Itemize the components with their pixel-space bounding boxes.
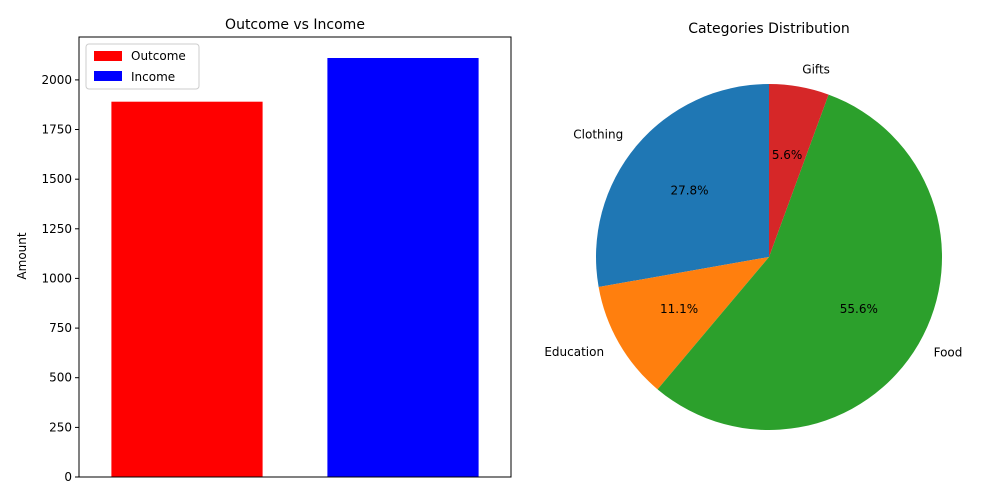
y-tick-label: 250 bbox=[49, 420, 72, 434]
pie-slice-gifts bbox=[769, 84, 829, 257]
pie-pct-gifts: 5.6% bbox=[772, 148, 803, 162]
plot-frame bbox=[78, 36, 512, 478]
legend-label-outcome: Outcome bbox=[131, 49, 186, 63]
y-tick-label: 1250 bbox=[41, 222, 72, 236]
y-tick-label: 1500 bbox=[41, 172, 72, 186]
y-axis-label: Amount bbox=[15, 232, 29, 279]
y-tick-label: 750 bbox=[49, 321, 72, 335]
legend-label-income: Income bbox=[131, 70, 175, 84]
legend-swatch-outcome bbox=[94, 51, 122, 61]
bar-chart: Outcome vs Income Amount 0 250 500 750 1000 1… bbox=[15, 17, 512, 484]
bar-income bbox=[327, 58, 479, 477]
bar-chart-title: Outcome vs Income bbox=[225, 17, 365, 33]
pie-slice-clothing bbox=[596, 84, 769, 287]
bar-outcome bbox=[111, 101, 263, 477]
pie-labels-group: 27.8% Clothing 11.1% Education 55.6% Food 5.6%… bbox=[544, 63, 962, 360]
pie-label-education: Education bbox=[544, 345, 604, 359]
pie-pct-food: 55.6% bbox=[840, 302, 878, 316]
pie-slice-education bbox=[598, 257, 769, 390]
pie-slices-group bbox=[596, 84, 943, 431]
bars-group bbox=[111, 58, 479, 477]
y-tick-label: 1000 bbox=[41, 271, 72, 285]
pie-label-clothing: Clothing bbox=[573, 128, 623, 142]
y-tick-label: 1750 bbox=[41, 123, 72, 137]
pie-label-food: Food bbox=[934, 346, 963, 360]
pie-pct-clothing: 27.8% bbox=[670, 183, 708, 197]
y-axis-ticks: 0 250 500 750 1000 1250 1500 1750 2000 bbox=[41, 73, 79, 484]
pie-chart-title: Categories Distribution bbox=[688, 21, 850, 37]
pie-label-gifts: Gifts bbox=[802, 63, 830, 77]
y-tick-label: 0 bbox=[64, 470, 72, 484]
legend: Outcome Income bbox=[85, 43, 200, 90]
pie-pct-education: 11.1% bbox=[660, 302, 698, 316]
pie-chart: Categories Distribution 27.8% Clothing 11.… bbox=[544, 21, 962, 431]
pie-slice-food bbox=[657, 94, 943, 431]
y-tick-label: 500 bbox=[49, 371, 72, 385]
y-tick-label: 2000 bbox=[41, 73, 72, 87]
legend-swatch-income bbox=[94, 71, 122, 81]
